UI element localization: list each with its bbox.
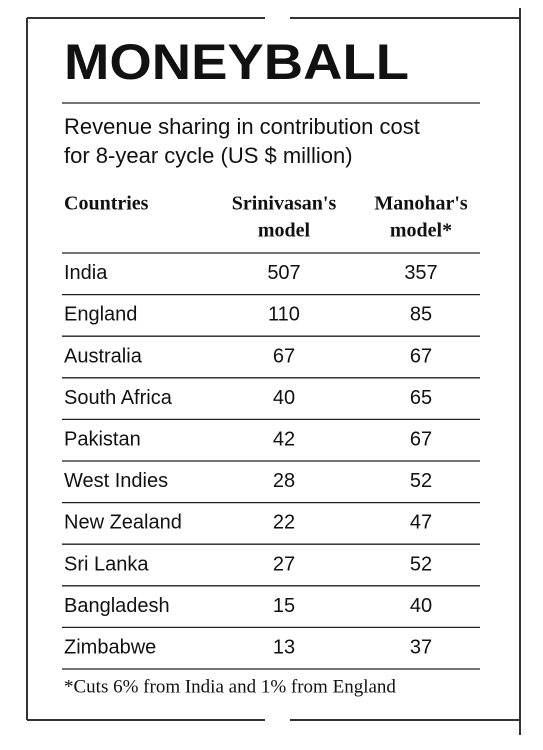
column-header: Srinivasan's — [232, 193, 337, 215]
country-cell: England — [64, 304, 137, 326]
value-cell: 52 — [410, 470, 432, 492]
table-body: India 507 357 England 110 85 Australia 67 67 Sout… — [62, 262, 480, 670]
country-cell: Pakistan — [64, 428, 141, 450]
value-cell: 47 — [410, 512, 432, 534]
value-cell: 67 — [410, 428, 432, 450]
value-cell: 40 — [410, 595, 432, 617]
value-cell: 42 — [273, 428, 295, 450]
column-header: model — [258, 220, 311, 242]
country-cell: New Zealand — [64, 512, 182, 534]
column-header: Manohar's — [374, 193, 468, 215]
value-cell: 507 — [267, 262, 300, 284]
country-cell: Sri Lanka — [64, 553, 149, 575]
value-cell: 40 — [273, 387, 295, 409]
value-cell: 67 — [273, 345, 295, 367]
country-cell: West Indies — [64, 470, 168, 492]
subtitle: Revenue sharing in contribution cost — [64, 114, 420, 139]
value-cell: 13 — [273, 636, 295, 658]
value-cell: 37 — [410, 636, 432, 658]
country-cell: Australia — [64, 345, 143, 367]
value-cell: 67 — [410, 345, 432, 367]
value-cell: 65 — [410, 387, 432, 409]
subtitle: for 8-year cycle (US $ million) — [64, 143, 353, 168]
footnote: *Cuts 6% from India and 1% from England — [64, 676, 396, 697]
column-header: model* — [390, 220, 452, 242]
value-cell: 15 — [273, 595, 295, 617]
country-cell: Zimbabwe — [64, 636, 156, 658]
value-cell: 28 — [273, 470, 295, 492]
value-cell: 85 — [410, 304, 432, 326]
value-cell: 22 — [273, 512, 295, 534]
column-header: Countries — [64, 193, 149, 215]
value-cell: 27 — [273, 553, 295, 575]
value-cell: 52 — [410, 553, 432, 575]
value-cell: 357 — [404, 262, 437, 284]
country-cell: Bangladesh — [64, 595, 170, 617]
value-cell: 110 — [268, 304, 300, 326]
country-cell: South Africa — [64, 387, 173, 409]
title: MONEYBALL — [64, 34, 409, 90]
country-cell: India — [64, 262, 108, 284]
